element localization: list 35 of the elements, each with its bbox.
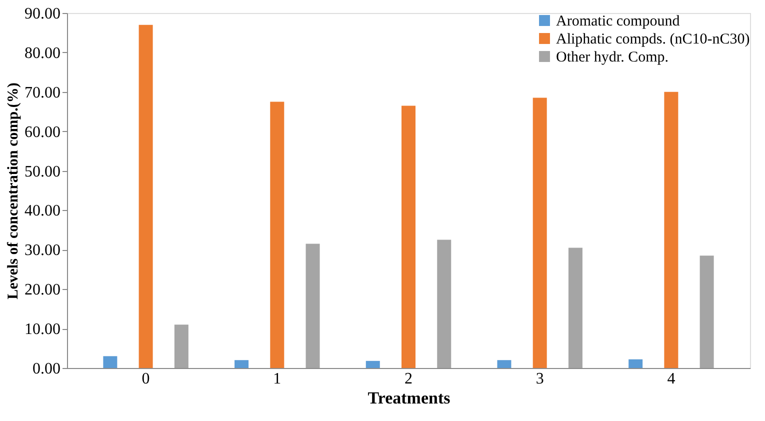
bar: [103, 356, 118, 368]
bar: [138, 24, 153, 368]
bar: [234, 360, 249, 368]
x-tick-label: 1: [273, 370, 282, 388]
y-tick-label: 20.00: [24, 282, 60, 299]
bar: [532, 98, 547, 368]
legend-label: Other hydr. Comp.: [556, 50, 668, 66]
legend-label: Aliphatic compds. (nC10-nC30): [556, 32, 750, 48]
bar: [366, 360, 380, 368]
bar: [174, 324, 188, 368]
bar: [628, 359, 643, 368]
x-tick-label: 3: [536, 370, 544, 388]
y-axis-title: Levels of concentration comp.(%): [6, 82, 22, 300]
x-tick-label: 2: [404, 370, 412, 388]
y-tick-label: 80.00: [24, 44, 60, 62]
y-tick-label: 10.00: [24, 321, 60, 338]
y-tick-label: 30.00: [24, 242, 60, 260]
legend-label: Aromatic compound: [556, 14, 680, 30]
y-tick-label: 70.00: [24, 84, 60, 102]
bar: [664, 92, 678, 368]
y-tick-label: 0.00: [32, 360, 60, 378]
y-tick-label: 40.00: [24, 202, 60, 220]
bar: [497, 360, 512, 368]
y-tick-label: 50.00: [24, 163, 60, 180]
bar: [437, 240, 452, 368]
y-tick-label: 60.00: [24, 124, 60, 141]
x-tick-label: 4: [667, 370, 676, 388]
bar: [700, 256, 714, 368]
bar: [568, 248, 582, 368]
y-tick-label: 90.00: [24, 6, 60, 22]
bar: [402, 106, 416, 368]
x-tick-label: 0: [142, 370, 150, 388]
bar: [306, 244, 320, 368]
bar: [270, 102, 284, 368]
x-axis-title: Treatments: [368, 388, 451, 408]
